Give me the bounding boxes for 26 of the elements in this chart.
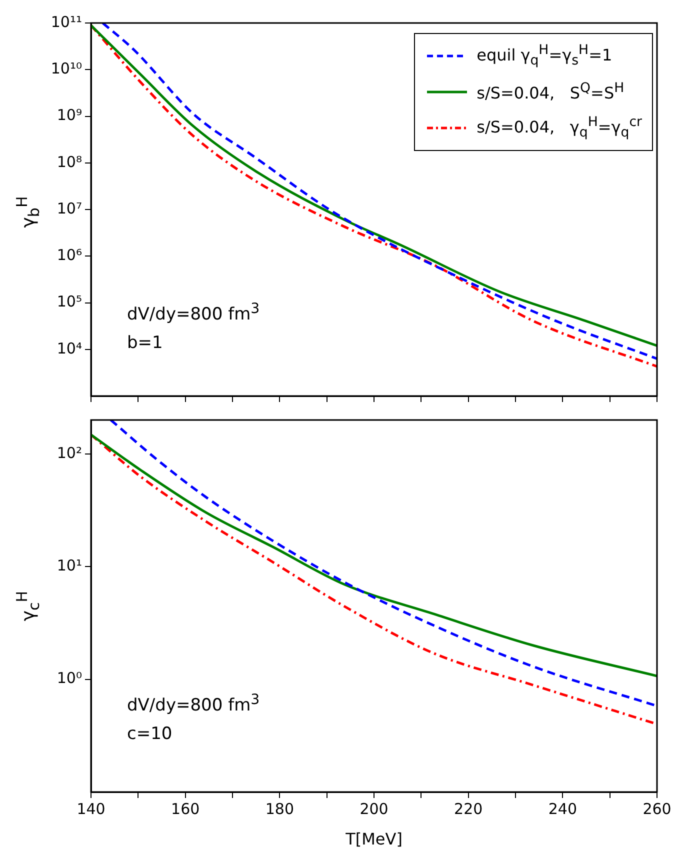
y-tick-label: 10¹⁰ [50,60,82,78]
x-axis-title: T[MeV] [344,830,402,849]
x-tick-label: 260 [642,800,672,818]
annotation: b=1 [127,333,163,353]
annotation: dV/dy=800 fm$^{3}$ [127,301,260,325]
y-tick-label: 10⁸ [56,152,82,171]
legend-label: equil γ$_{q}$$^{H}$=γ$_{s}$$^{H}$=1 [476,43,612,69]
y-tick-label: 10¹¹ [50,12,82,31]
y-tick-label: 10² [56,444,82,462]
legend-label: s/S=0.04, S$^{Q}$=S$^{H}$ [476,81,624,103]
y-tick-label: 10⁹ [56,106,82,124]
y-tick-label: 10⁵ [56,292,82,311]
annotation: c=10 [127,724,172,744]
y-tick-label: 10⁶ [56,246,82,264]
x-tick-label: 140 [76,800,106,818]
line-series [91,433,657,678]
x-tick-label: 220 [454,800,483,818]
y-tick-label: 10⁰ [56,669,82,688]
x-tick-label: 180 [265,800,294,818]
x-tick-label: 240 [548,800,577,818]
y-tick-label: 10¹ [56,556,82,575]
y-tick-label: 10⁴ [56,339,82,358]
annotation: dV/dy=800 fm$^{3}$ [127,692,260,716]
x-tick-label: 160 [171,800,200,818]
y-tick-label: 10⁷ [56,199,82,218]
x-tick-label: 200 [360,800,388,818]
